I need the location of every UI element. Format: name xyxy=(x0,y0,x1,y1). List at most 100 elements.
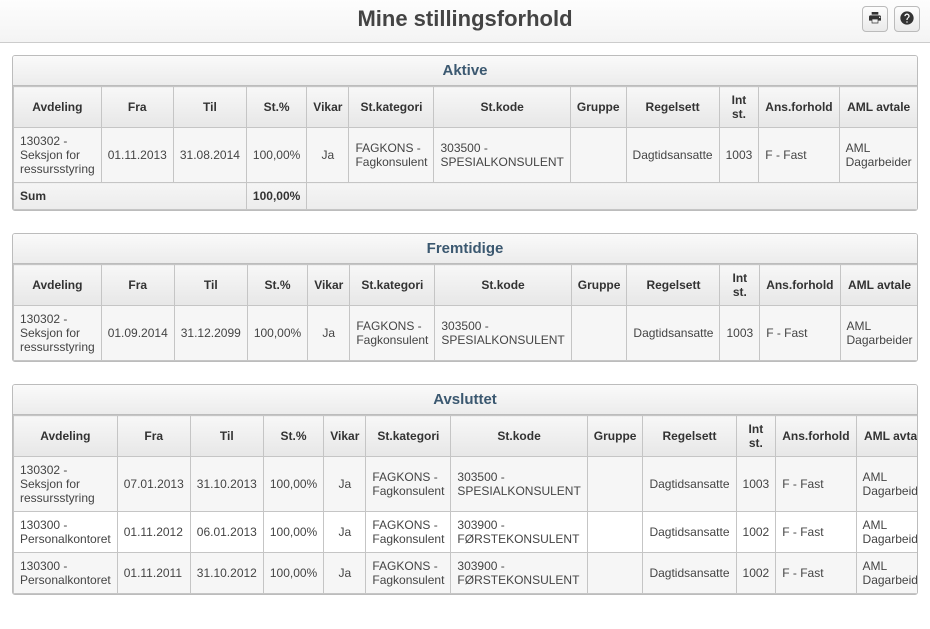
table-row[interactable]: 130302 - Seksjon for ressursstyring 01.1… xyxy=(14,128,919,183)
cell-amlavtale: AML Dagarbeider xyxy=(856,553,918,594)
col-avdeling[interactable]: Avdeling xyxy=(14,416,118,457)
col-vikar[interactable]: Vikar xyxy=(324,416,366,457)
cell-vikar: Ja xyxy=(324,512,366,553)
cell-avdeling: 130302 - Seksjon for ressursstyring xyxy=(14,306,102,361)
cell-ansforhold: F - Fast xyxy=(776,512,856,553)
cell-stkategori: FAGKONS - Fagkonsulent xyxy=(366,457,451,512)
cell-amlavtale: AML Dagarbeider xyxy=(839,128,918,183)
table-row[interactable]: 130302 - Seksjon for ressursstyring 01.0… xyxy=(14,306,919,361)
table-header-row: Avdeling Fra Til St.% Vikar St.kategori … xyxy=(14,416,919,457)
col-avdeling[interactable]: Avdeling xyxy=(14,87,102,128)
print-button[interactable] xyxy=(862,6,888,32)
table-aktive: Avdeling Fra Til St.% Vikar St.kategori … xyxy=(13,86,918,210)
cell-stkode: 303500 - SPESIALKONSULENT xyxy=(434,128,570,183)
col-stpct[interactable]: St.% xyxy=(246,87,306,128)
cell-avdeling: 130300 - Personalkontoret xyxy=(14,553,118,594)
cell-regelsett: Dagtidsansatte xyxy=(643,457,736,512)
col-fra[interactable]: Fra xyxy=(101,87,173,128)
cell-intst: 1003 xyxy=(736,457,776,512)
cell-vikar: Ja xyxy=(324,553,366,594)
col-stkode[interactable]: St.kode xyxy=(434,87,570,128)
col-amlavtale[interactable]: AML avtale xyxy=(840,265,918,306)
table-row[interactable]: 130302 - Seksjon for ressursstyring 07.0… xyxy=(14,457,919,512)
col-fra[interactable]: Fra xyxy=(117,416,190,457)
cell-regelsett: Dagtidsansatte xyxy=(627,306,720,361)
page-header: Mine stillingsforhold xyxy=(0,0,930,43)
cell-gruppe xyxy=(587,457,643,512)
table-avsluttet: Avdeling Fra Til St.% Vikar St.kategori … xyxy=(13,415,918,594)
page-title: Mine stillingsforhold xyxy=(357,6,572,32)
table-row[interactable]: 130300 - Personalkontoret 01.11.2011 31.… xyxy=(14,553,919,594)
sum-label: Sum xyxy=(14,183,247,210)
col-stkode[interactable]: St.kode xyxy=(451,416,587,457)
col-avdeling[interactable]: Avdeling xyxy=(14,265,102,306)
panel-avsluttet: Avsluttet Avdeling Fra Til St.% Vikar St… xyxy=(12,384,918,595)
col-stkode[interactable]: St.kode xyxy=(435,265,571,306)
cell-vikar: Ja xyxy=(308,306,350,361)
panel-fremtidige: Fremtidige Avdeling Fra Til St.% Vikar S… xyxy=(12,233,918,362)
cell-stkode: 303500 - SPESIALKONSULENT xyxy=(451,457,587,512)
cell-til: 06.01.2013 xyxy=(190,512,263,553)
col-fra[interactable]: Fra xyxy=(101,265,174,306)
cell-til: 31.12.2099 xyxy=(174,306,247,361)
print-icon xyxy=(867,10,883,29)
cell-fra: 01.11.2013 xyxy=(101,128,173,183)
cell-amlavtale: AML Dagarbeider xyxy=(856,457,918,512)
col-stkategori[interactable]: St.kategori xyxy=(349,87,434,128)
cell-amlavtale: AML Dagarbeider xyxy=(856,512,918,553)
col-ansforhold[interactable]: Ans.forhold xyxy=(760,265,840,306)
cell-stpct: 100,00% xyxy=(263,553,323,594)
col-stkategori[interactable]: St.kategori xyxy=(366,416,451,457)
col-ansforhold[interactable]: Ans.forhold xyxy=(759,87,839,128)
col-stpct[interactable]: St.% xyxy=(247,265,307,306)
col-stkategori[interactable]: St.kategori xyxy=(350,265,435,306)
col-til[interactable]: Til xyxy=(174,265,247,306)
header-buttons xyxy=(862,6,920,32)
cell-stpct: 100,00% xyxy=(263,457,323,512)
cell-til: 31.08.2014 xyxy=(173,128,246,183)
cell-gruppe xyxy=(587,512,643,553)
col-amlavtale[interactable]: AML avtale xyxy=(839,87,918,128)
cell-ansforhold: F - Fast xyxy=(760,306,840,361)
panel-aktive: Aktive Avdeling Fra Til St.% Vikar St.ka… xyxy=(12,55,918,211)
sum-blank xyxy=(307,183,918,210)
cell-stpct: 100,00% xyxy=(263,512,323,553)
col-til[interactable]: Til xyxy=(173,87,246,128)
cell-gruppe xyxy=(570,128,626,183)
col-regelsett[interactable]: Regelsett xyxy=(627,265,720,306)
cell-fra: 01.11.2011 xyxy=(117,553,190,594)
table-header-row: Avdeling Fra Til St.% Vikar St.kategori … xyxy=(14,87,919,128)
cell-stpct: 100,00% xyxy=(246,128,306,183)
sum-stpct: 100,00% xyxy=(246,183,306,210)
panel-title-fremtidige: Fremtidige xyxy=(13,234,917,264)
table-row[interactable]: 130300 - Personalkontoret 01.11.2012 06.… xyxy=(14,512,919,553)
col-til[interactable]: Til xyxy=(190,416,263,457)
sum-row: Sum 100,00% xyxy=(14,183,919,210)
cell-vikar: Ja xyxy=(307,128,349,183)
col-ansforhold[interactable]: Ans.forhold xyxy=(776,416,856,457)
panel-title-avsluttet: Avsluttet xyxy=(13,385,917,415)
col-amlavtale[interactable]: AML avtale xyxy=(856,416,918,457)
cell-stkategori: FAGKONS - Fagkonsulent xyxy=(366,512,451,553)
col-intst[interactable]: Int st. xyxy=(719,87,759,128)
col-vikar[interactable]: Vikar xyxy=(308,265,350,306)
cell-gruppe xyxy=(587,553,643,594)
col-regelsett[interactable]: Regelsett xyxy=(626,87,719,128)
cell-stkategori: FAGKONS - Fagkonsulent xyxy=(366,553,451,594)
help-button[interactable] xyxy=(894,6,920,32)
cell-stkategori: FAGKONS - Fagkonsulent xyxy=(349,128,434,183)
col-gruppe[interactable]: Gruppe xyxy=(571,265,627,306)
table-header-row: Avdeling Fra Til St.% Vikar St.kategori … xyxy=(14,265,919,306)
col-gruppe[interactable]: Gruppe xyxy=(587,416,643,457)
col-gruppe[interactable]: Gruppe xyxy=(570,87,626,128)
cell-til: 31.10.2012 xyxy=(190,553,263,594)
col-stpct[interactable]: St.% xyxy=(263,416,323,457)
cell-amlavtale: AML Dagarbeider xyxy=(840,306,918,361)
cell-fra: 01.11.2012 xyxy=(117,512,190,553)
cell-stkode: 303500 - SPESIALKONSULENT xyxy=(435,306,571,361)
col-intst[interactable]: Int st. xyxy=(720,265,760,306)
table-fremtidige: Avdeling Fra Til St.% Vikar St.kategori … xyxy=(13,264,918,361)
col-vikar[interactable]: Vikar xyxy=(307,87,349,128)
col-intst[interactable]: Int st. xyxy=(736,416,776,457)
col-regelsett[interactable]: Regelsett xyxy=(643,416,736,457)
